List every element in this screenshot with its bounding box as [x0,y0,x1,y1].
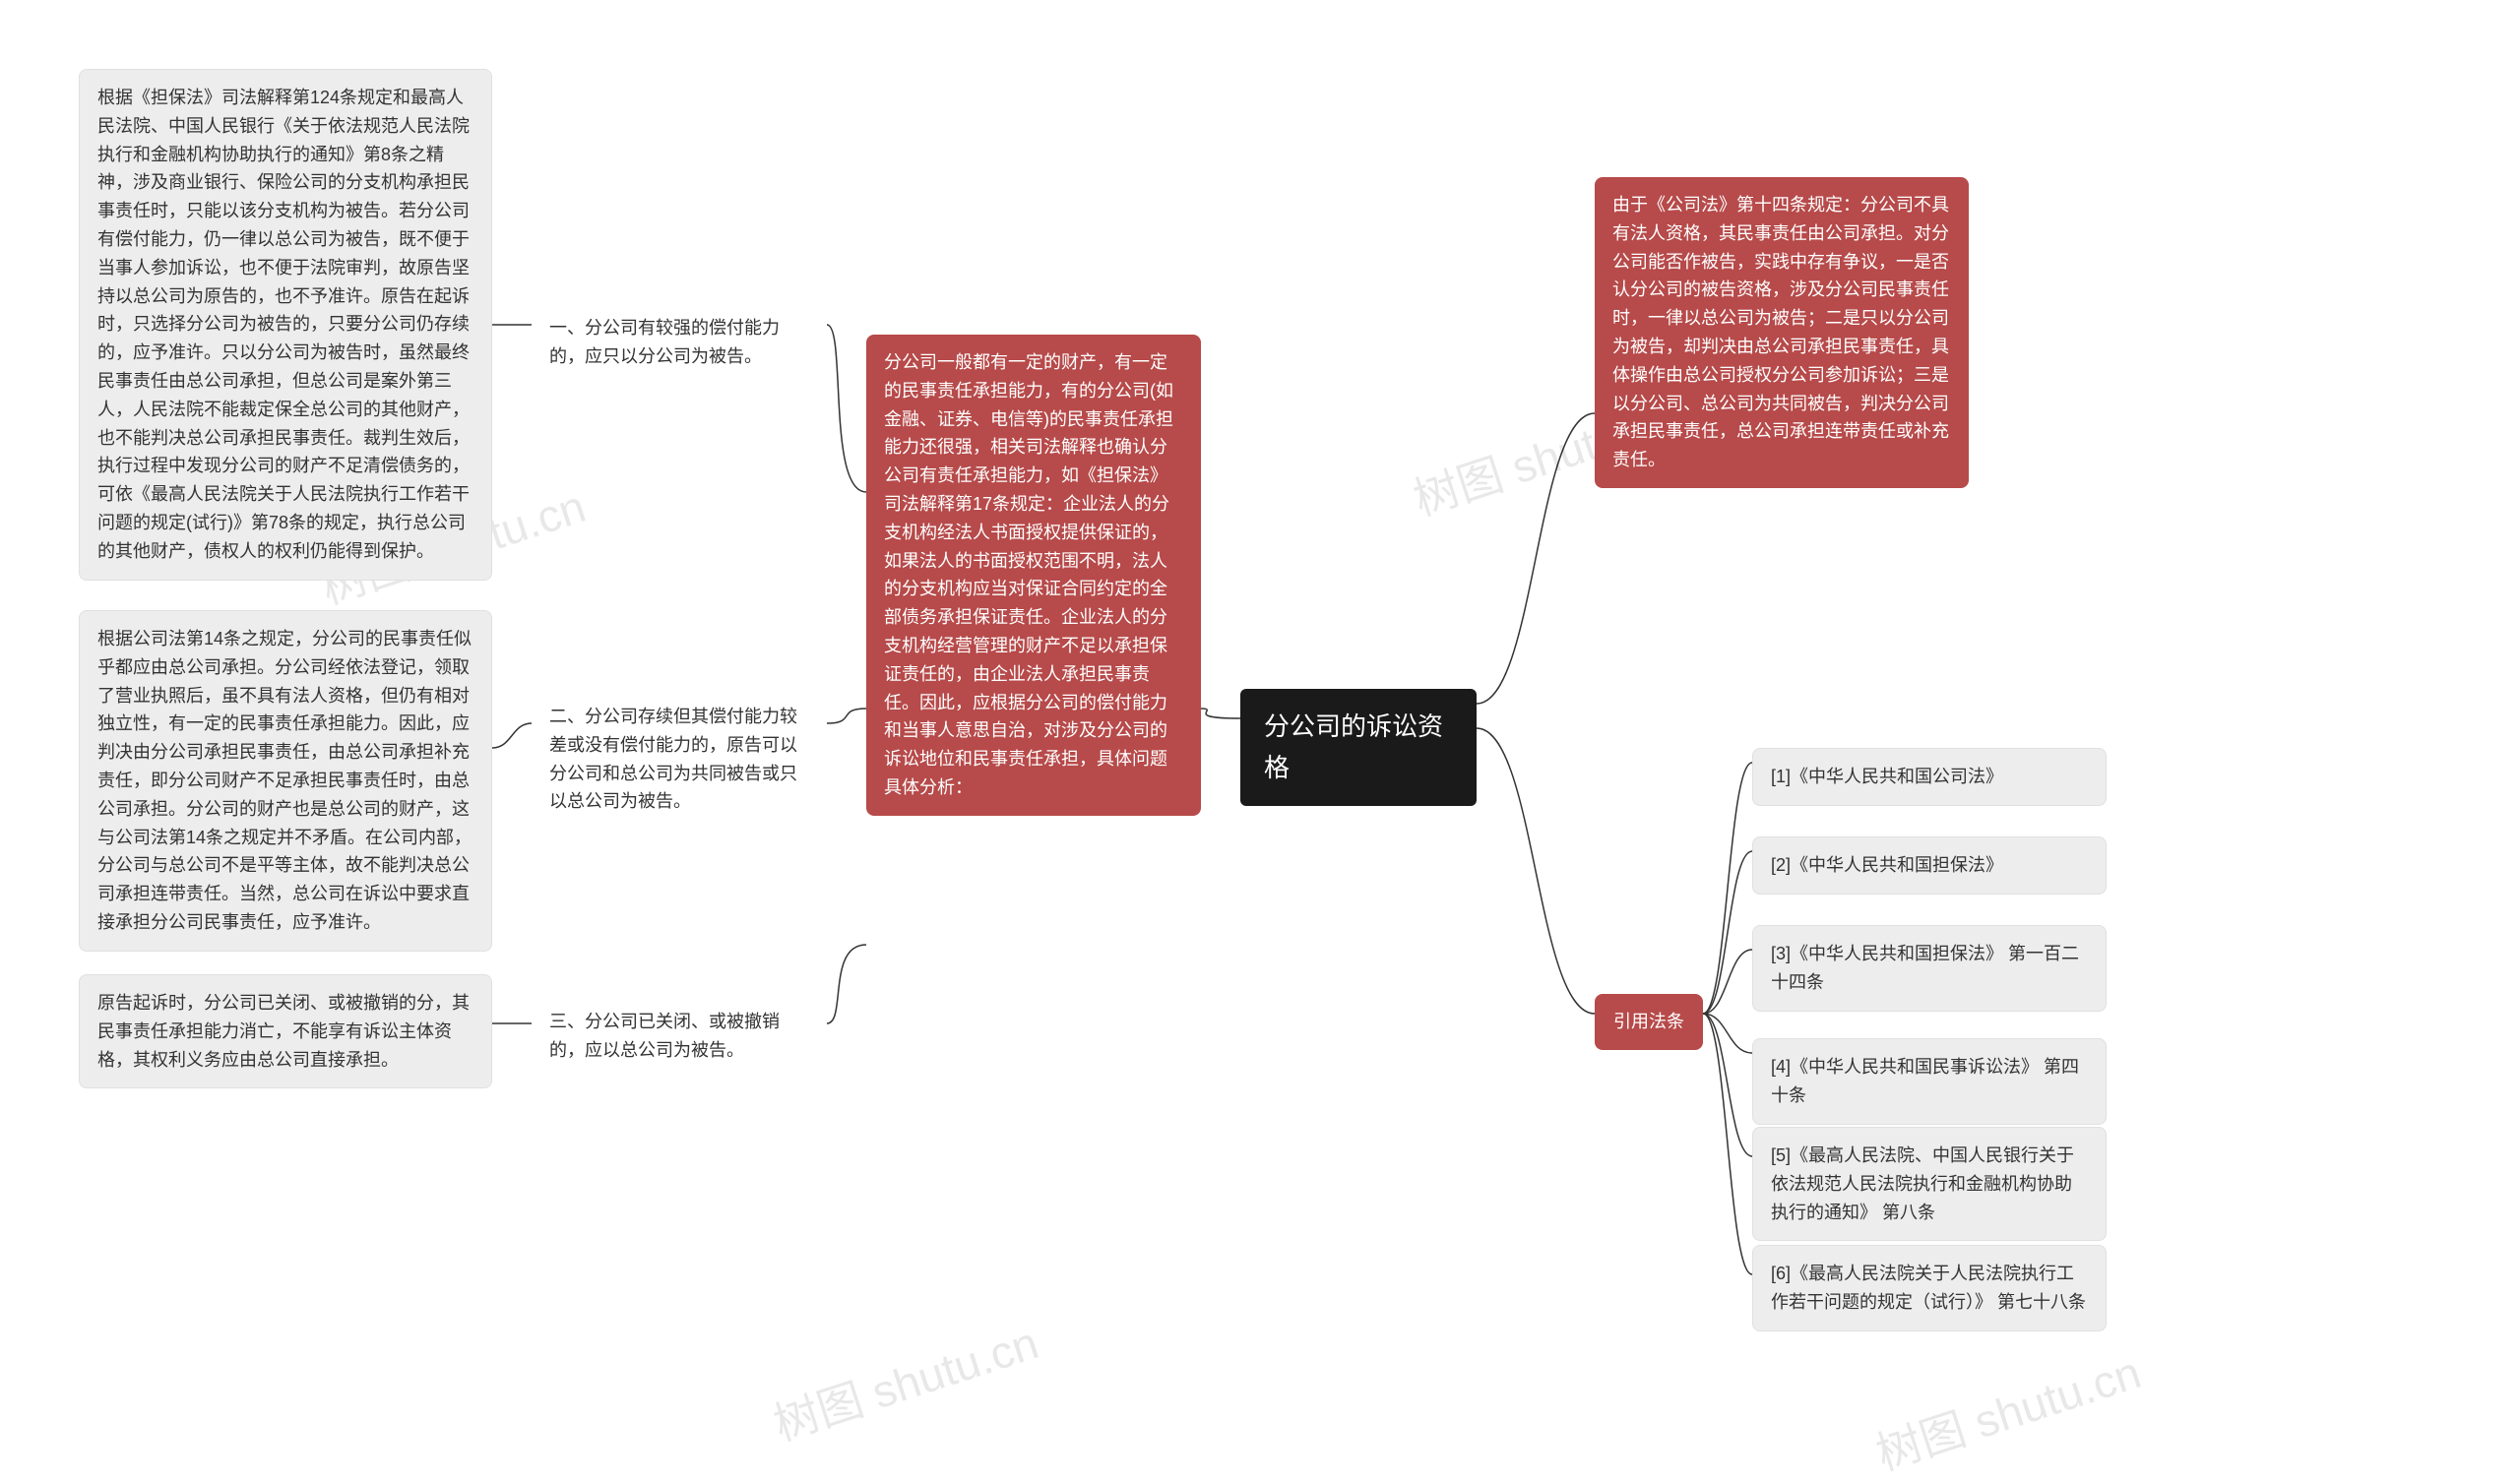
heading-1: 一、分公司有较强的偿付能力的，应只以分公司为被告。 [532,300,827,385]
detail-2: 根据公司法第14条之规定，分公司的民事责任似乎都应由总公司承担。分公司经依法登记… [79,610,492,952]
detail-3: 原告起诉时，分公司已关闭、或被撤销的分，其民事责任承担能力消亡，不能享有诉讼主体… [79,974,492,1088]
heading-2: 二、分公司存续但其偿付能力较差或没有偿付能力的，原告可以分公司和总公司为共同被告… [532,689,827,830]
watermark: 树图 shutu.cn [765,1308,1045,1454]
citations-label: 引用法条 [1595,994,1703,1050]
root-node: 分公司的诉讼资格 [1240,689,1477,806]
citation-item: [2]《中华人民共和国担保法》 [1752,836,2107,895]
citation-item: [1]《中华人民共和国公司法》 [1752,748,2107,806]
detail-1: 根据《担保法》司法解释第124条规定和最高人民法院、中国人民银行《关于依法规范人… [79,69,492,581]
left-intro: 分公司一般都有一定的财产，有一定的民事责任承担能力，有的分公司(如金融、证券、电… [866,335,1201,816]
citation-item: [4]《中华人民共和国民事诉讼法》 第四十条 [1752,1038,2107,1125]
citation-item: [5]《最高人民法院、中国人民银行关于依法规范人民法院执行和金融机构协助执行的通… [1752,1127,2107,1241]
citation-item: [6]《最高人民法院关于人民法院执行工作若干问题的规定（试行）》 第七十八条 [1752,1245,2107,1331]
right-overview: 由于《公司法》第十四条规定：分公司不具有法人资格，其民事责任由公司承担。对分公司… [1595,177,1969,488]
citation-item: [3]《中华人民共和国担保法》 第一百二十四条 [1752,925,2107,1012]
heading-3: 三、分公司已关闭、或被撤销的，应以总公司为被告。 [532,994,827,1079]
watermark: 树图 shutu.cn [1867,1337,2148,1483]
